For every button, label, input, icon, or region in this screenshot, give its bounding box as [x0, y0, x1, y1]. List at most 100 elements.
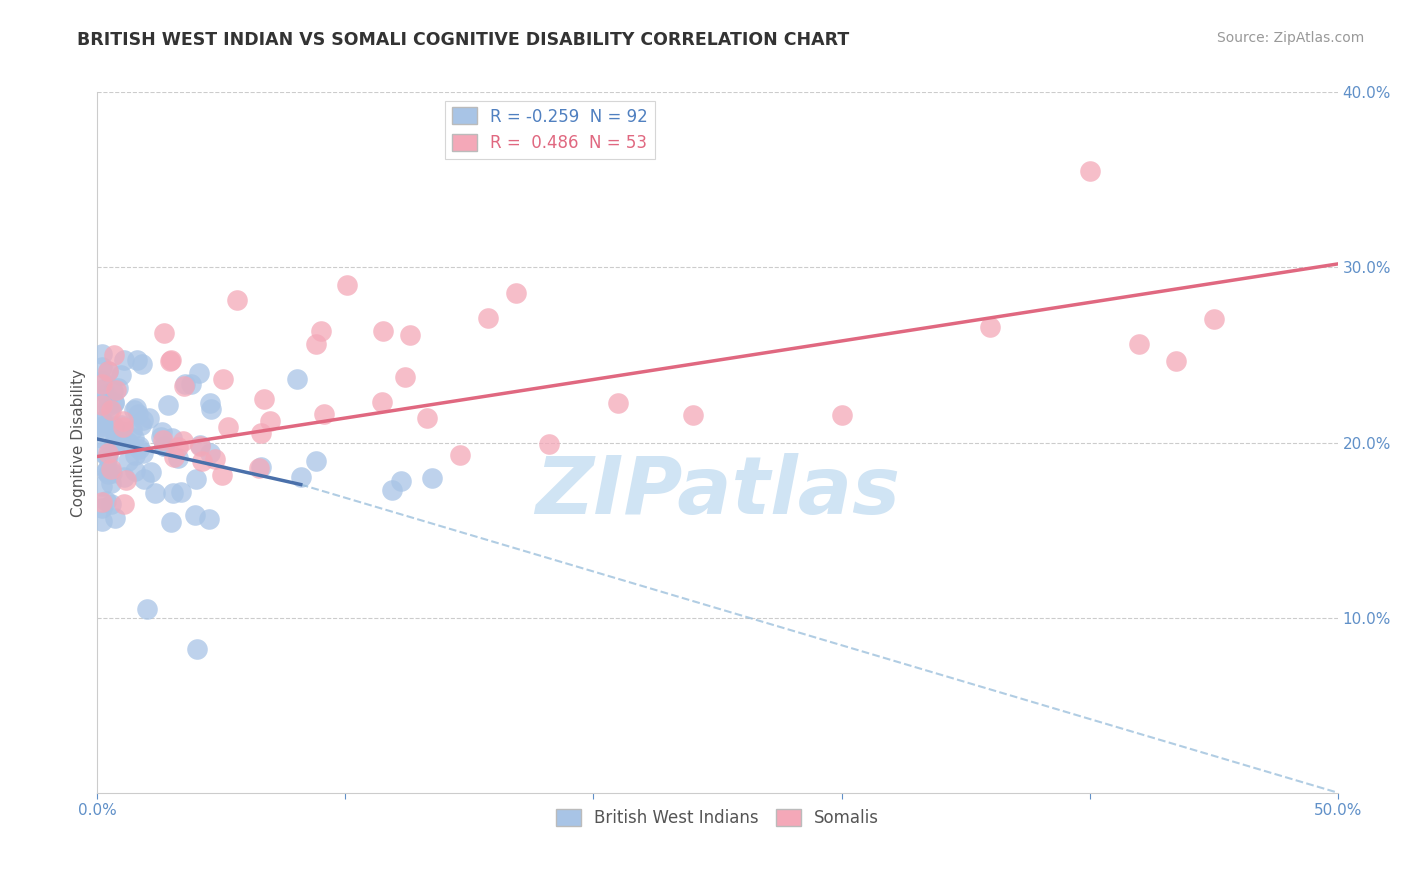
Point — [91, 397, 114, 411]
Point — [157, 398, 180, 412]
Point — [128, 442, 150, 457]
Point — [91, 500, 114, 515]
Point — [336, 277, 359, 292]
Point — [105, 383, 128, 397]
Point — [100, 497, 122, 511]
Point — [98, 463, 121, 477]
Point — [103, 348, 125, 362]
Point — [188, 439, 211, 453]
Point — [91, 479, 114, 493]
Point — [114, 473, 136, 487]
Point — [305, 337, 328, 351]
Point — [389, 474, 412, 488]
Legend: British West Indians, Somalis: British West Indians, Somalis — [550, 802, 886, 833]
Point — [173, 379, 195, 393]
Point — [159, 352, 181, 367]
Point — [180, 376, 202, 391]
Point — [1128, 337, 1150, 351]
Point — [371, 324, 394, 338]
Point — [607, 396, 630, 410]
Point — [97, 364, 120, 378]
Point — [94, 387, 117, 401]
Point — [190, 454, 212, 468]
Point — [127, 407, 149, 421]
Point — [101, 384, 124, 398]
Point — [537, 437, 560, 451]
Point — [112, 470, 135, 484]
Point — [198, 395, 221, 409]
Point — [184, 508, 207, 522]
Text: ZIPatlas: ZIPatlas — [536, 452, 900, 531]
Point — [186, 642, 208, 657]
Point — [94, 494, 117, 508]
Point — [107, 381, 129, 395]
Point — [416, 410, 439, 425]
Point — [91, 359, 114, 374]
Point — [100, 462, 122, 476]
Point — [91, 374, 114, 388]
Point — [132, 413, 155, 427]
Point — [149, 430, 172, 444]
Point — [131, 357, 153, 371]
Point — [141, 465, 163, 479]
Point — [420, 471, 443, 485]
Point — [103, 395, 125, 409]
Point — [381, 483, 404, 497]
Point — [91, 376, 114, 391]
Point — [104, 433, 127, 447]
Text: BRITISH WEST INDIAN VS SOMALI COGNITIVE DISABILITY CORRELATION CHART: BRITISH WEST INDIAN VS SOMALI COGNITIVE … — [77, 31, 849, 49]
Point — [184, 472, 207, 486]
Point — [97, 450, 120, 464]
Point — [110, 418, 132, 433]
Point — [114, 497, 136, 511]
Point — [166, 451, 188, 466]
Point — [247, 461, 270, 475]
Point — [97, 446, 120, 460]
Point — [188, 438, 211, 452]
Point — [449, 448, 471, 462]
Point — [103, 418, 125, 433]
Point — [285, 372, 308, 386]
Point — [91, 398, 114, 412]
Point — [124, 464, 146, 478]
Point — [250, 459, 273, 474]
Point — [198, 446, 221, 460]
Point — [1166, 353, 1188, 368]
Point — [394, 369, 416, 384]
Point — [127, 352, 149, 367]
Point — [249, 426, 271, 441]
Point — [91, 495, 114, 509]
Point — [121, 423, 143, 437]
Point — [312, 407, 335, 421]
Point — [91, 347, 114, 361]
Point — [160, 515, 183, 529]
Point — [131, 446, 153, 460]
Point — [125, 401, 148, 415]
Point — [97, 399, 120, 413]
Point — [153, 439, 176, 453]
Point — [371, 394, 394, 409]
Point — [211, 468, 233, 483]
Point — [166, 440, 188, 454]
Point — [96, 450, 118, 464]
Point — [1078, 164, 1101, 178]
Point — [152, 439, 174, 453]
Point — [91, 419, 114, 434]
Point — [128, 439, 150, 453]
Point — [97, 467, 120, 482]
Point — [1202, 312, 1225, 326]
Point — [103, 434, 125, 449]
Point — [122, 431, 145, 445]
Point — [98, 402, 121, 417]
Point — [110, 424, 132, 438]
Point — [172, 434, 194, 448]
Point — [309, 324, 332, 338]
Point — [398, 327, 420, 342]
Point — [101, 466, 124, 480]
Point — [162, 486, 184, 500]
Point — [96, 463, 118, 477]
Point — [198, 511, 221, 525]
Point — [159, 354, 181, 368]
Text: Source: ZipAtlas.com: Source: ZipAtlas.com — [1216, 31, 1364, 45]
Point — [174, 376, 197, 391]
